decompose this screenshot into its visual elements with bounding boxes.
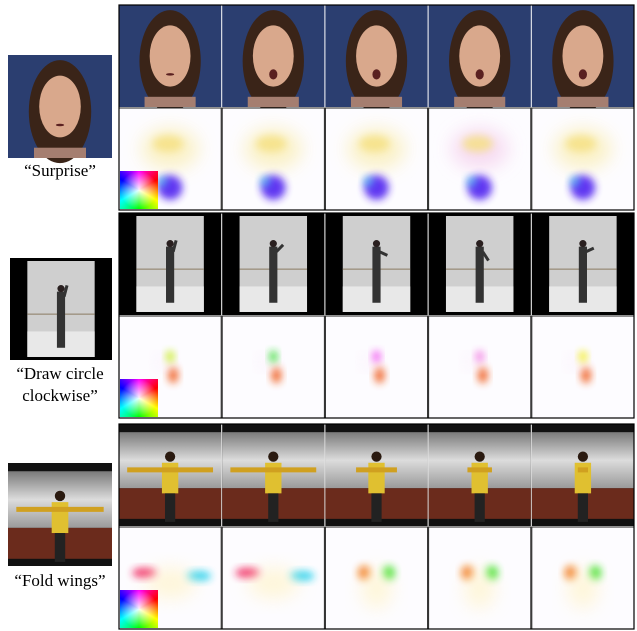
vest [161,462,179,494]
row-label: “Draw circle [16,364,103,383]
flow-field [428,316,531,418]
color-wheel [120,379,158,417]
shirt [34,147,86,158]
shirt [247,96,299,107]
shirt [144,96,196,107]
head [269,240,277,248]
head [164,451,176,462]
vest [51,502,69,534]
face [39,75,81,138]
flow-blob [363,355,380,369]
head [474,451,485,462]
flow-blob [247,567,299,599]
flow-blob [462,135,493,152]
flow-blob [156,176,168,187]
mouth [55,123,65,127]
mouth [166,73,175,76]
person [372,246,381,303]
shirt [350,96,403,107]
face [356,25,397,87]
face [252,25,294,87]
flow-field [531,316,634,418]
head [371,451,382,462]
mouth [372,69,381,80]
flow-blob [569,355,586,369]
flow-blob [466,355,483,369]
flow-field [325,316,428,418]
shirt [454,96,506,107]
flow-blob [156,355,174,369]
row-label: “Surprise” [24,161,96,180]
vest [471,462,488,494]
head [54,490,66,502]
flow-blob [271,367,282,384]
arm [171,239,178,253]
flow-blob [255,135,287,152]
legs [54,533,66,562]
group-border [118,4,635,211]
head [268,451,279,462]
head [577,451,589,462]
person [166,246,175,303]
flow-blob [260,355,277,369]
legs [577,493,589,522]
vest [368,462,385,494]
flow-blob [359,135,390,152]
head [476,240,484,248]
legs [371,493,382,522]
person [475,246,484,303]
flow-blob [152,135,184,152]
flow-blob [363,176,374,187]
group-border [118,212,635,419]
flow-blob [464,567,496,609]
arm [585,246,595,254]
person [578,246,587,303]
head [579,240,587,248]
face [562,25,604,87]
flow-blob [580,367,592,384]
arm [275,243,285,253]
head [57,285,65,293]
face [149,25,191,87]
legs [474,493,485,522]
head [372,240,381,248]
flow-blob [168,367,179,384]
flow-blob [477,367,488,384]
mouth [475,69,484,80]
flow-blob [569,176,580,187]
content: “Surprise” “Draw circle clockwise” “Fold wi… [8,4,635,630]
flow-blob [466,176,477,187]
flow-blob [567,567,599,609]
flow-blob [361,567,392,609]
vest [574,462,592,494]
flow-blob [565,135,597,152]
flow-blob [260,176,271,187]
flow-blob [374,367,385,384]
arm [481,250,490,262]
person [56,291,66,348]
shirt [557,96,609,107]
mouth [578,69,587,80]
flow-field [222,316,325,418]
group-border [118,423,635,630]
color-wheel [120,171,158,209]
face [459,25,501,87]
row-label: clockwise” [22,386,98,405]
person [269,246,278,303]
arm [62,284,69,298]
head [166,240,174,248]
legs [164,493,176,522]
vest [265,462,282,494]
color-wheel [120,590,158,628]
legs [268,493,279,522]
row-label: “Fold wings” [14,571,105,590]
arm [378,250,389,257]
mouth [269,69,278,80]
